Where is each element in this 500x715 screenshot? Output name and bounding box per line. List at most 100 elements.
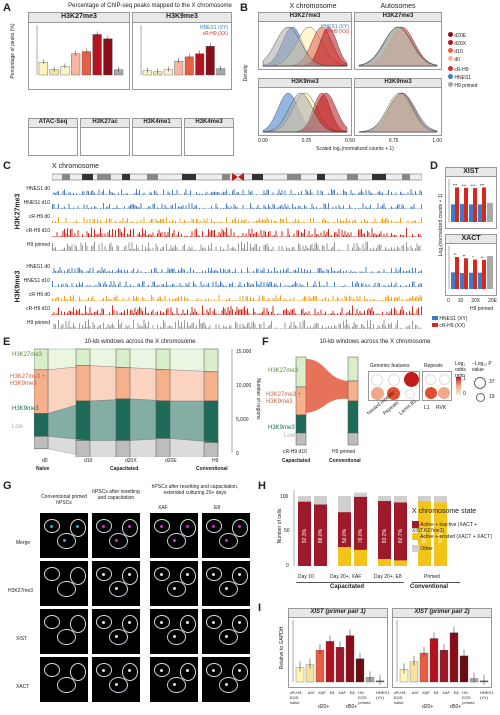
signal-bar (134, 236, 136, 237)
signal-bar (235, 193, 236, 195)
signal-bar (103, 309, 104, 315)
nucleus-outline (57, 533, 76, 549)
signal-bar (112, 285, 113, 287)
signal-bar (395, 282, 397, 287)
signal-bar (332, 246, 334, 251)
signal-bar (109, 312, 110, 315)
signal-bar (344, 272, 346, 273)
signal-bar (116, 328, 118, 329)
signal-bar (325, 250, 326, 251)
nucleus-outline (109, 533, 128, 549)
signal-bar (208, 327, 209, 329)
h-bar-segment (434, 502, 447, 566)
signal-bar (125, 236, 127, 237)
panel-b-legend-crh9: cR-H9 (XX) (323, 29, 349, 35)
signal-bar (140, 325, 142, 329)
signal-bar (281, 218, 283, 223)
signal-bar (304, 249, 305, 251)
signal-bar (274, 220, 275, 223)
signal-bar (64, 189, 65, 195)
panel-a-legend-hnes1: HNES1 (XY) (199, 25, 228, 31)
signal-bar (70, 208, 71, 209)
signal-bar (215, 203, 217, 209)
signal-bar (322, 270, 323, 273)
signal-bar (254, 208, 256, 209)
signal-bar (203, 236, 205, 237)
signal-bar (302, 308, 304, 315)
signal-bar (205, 325, 206, 329)
signal-bar (370, 204, 371, 209)
signal-bar (152, 309, 154, 315)
signal-bar (416, 222, 418, 223)
signal-bar (325, 297, 326, 301)
signal-bar (278, 313, 280, 315)
panel-h-group-line-cap (296, 582, 404, 583)
signal-bar (245, 233, 247, 237)
signal-bar (86, 270, 88, 273)
signal-bar (406, 242, 407, 251)
signal-bar (52, 204, 53, 209)
signal-bar (59, 286, 61, 287)
signal-spot (173, 635, 176, 638)
signal-bar (136, 286, 137, 287)
ideogram-band (97, 174, 111, 180)
signal-bar (196, 250, 197, 251)
signal-bar (409, 284, 410, 287)
signal-bar (340, 300, 341, 301)
signal-bar (224, 326, 226, 329)
signal-bar (83, 217, 85, 223)
signal-bar (83, 250, 85, 251)
signal-bar (158, 250, 160, 251)
panel-b-legend-h9-item: H9 primed (448, 82, 477, 89)
signal-bar (164, 272, 166, 273)
signal-bar (67, 269, 68, 273)
panel-i-xl1-6: E8 (349, 690, 355, 695)
signal-bar (407, 270, 409, 273)
signal-bar (79, 282, 80, 287)
signal-bar (76, 272, 77, 273)
panel-d-xtick-h9: H9 primed (470, 306, 494, 312)
signal-bar (179, 300, 181, 301)
signal-bar (223, 222, 224, 223)
signal-bar (98, 189, 100, 195)
signal-bar (337, 208, 338, 209)
signal-bar (236, 206, 238, 209)
signal-bar (248, 300, 250, 301)
h-bar-segment (354, 549, 367, 566)
signal-bar (263, 244, 265, 251)
signal-bar (122, 328, 124, 329)
signal-bar (133, 194, 134, 195)
signal-bar (172, 248, 173, 251)
signal-bar (418, 284, 419, 287)
signal-bar (341, 298, 343, 301)
signal-bar (307, 314, 308, 315)
signal-bar (224, 192, 226, 195)
i-bar (449, 632, 459, 683)
signal-bar (233, 219, 235, 223)
signal-bar (200, 194, 202, 195)
panel-label-i: I (258, 602, 262, 614)
signal-bar (269, 206, 271, 209)
signal-bar (220, 300, 221, 301)
signal-bar (110, 242, 112, 251)
signal-bar (113, 250, 115, 251)
signal-bar (391, 282, 392, 287)
signal-bar (380, 244, 382, 251)
signal-bar (335, 231, 337, 237)
signal-bar (127, 269, 128, 273)
panel-i-xl1-8: H9-EOS primed (358, 690, 371, 705)
signal-bar (79, 194, 80, 195)
signal-bar (226, 285, 227, 287)
signal-bar (230, 325, 232, 329)
signal-bar (373, 299, 374, 301)
signal-bar (349, 220, 350, 223)
signal-bar (268, 298, 269, 301)
signal-bar (235, 286, 236, 287)
signal-bar (107, 194, 109, 195)
panel-i-xl2-3: E8 (433, 690, 439, 695)
signal-bar (206, 284, 208, 287)
signal-bar (382, 205, 383, 209)
signal-bar (364, 194, 365, 195)
signal-bar (337, 271, 338, 273)
signal-bar (176, 208, 178, 209)
